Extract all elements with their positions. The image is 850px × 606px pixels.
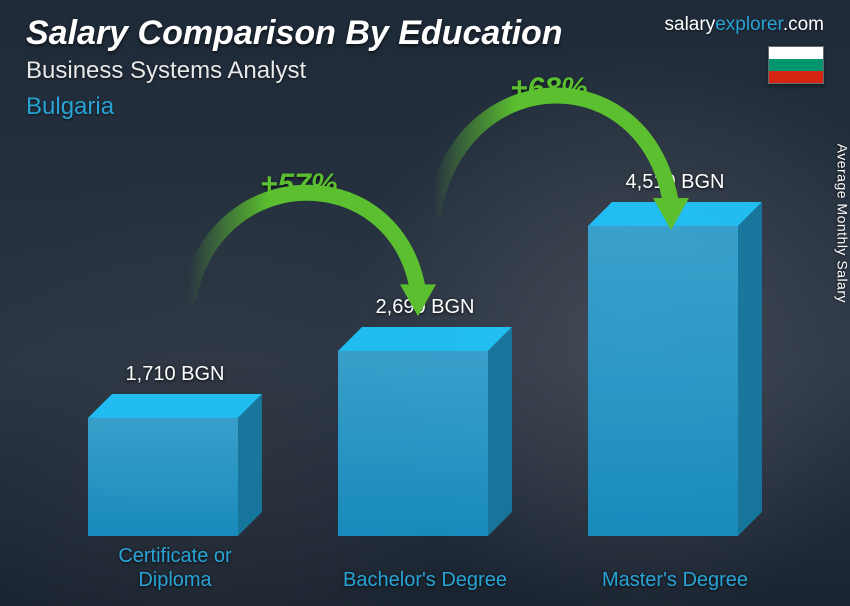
arc-icon — [166, 150, 446, 330]
bar-category-label: Bachelor's Degree — [338, 568, 512, 592]
header: Salary Comparison By Education Business … — [26, 14, 824, 121]
bar-side — [488, 327, 512, 536]
brand-logo: salaryexplorer.com — [665, 14, 824, 36]
flag-stripe-2 — [769, 71, 823, 83]
increase-arc — [166, 150, 446, 330]
bar-category-label: Certificate or Diploma — [88, 544, 262, 592]
flag-stripe-1 — [769, 59, 823, 71]
bar-side — [238, 394, 262, 536]
bar-category-label: Master's Degree — [588, 568, 762, 592]
bar-front — [88, 418, 238, 536]
bar-top — [88, 394, 262, 418]
brand-mid: explorer — [715, 14, 783, 35]
brand-block: salaryexplorer.com — [665, 14, 824, 84]
title-block: Salary Comparison By Education Business … — [26, 14, 563, 121]
flag-stripe-0 — [769, 47, 823, 59]
bar-top — [338, 327, 512, 351]
bar-side — [738, 202, 762, 536]
bar-front — [338, 351, 488, 536]
page-subtitle: Business Systems Analyst — [26, 57, 563, 85]
page-title: Salary Comparison By Education — [26, 14, 563, 53]
bar-value-label: 1,710 BGN — [88, 363, 262, 386]
country-name: Bulgaria — [26, 93, 563, 121]
brand-suffix: .com — [783, 14, 824, 35]
flag-icon — [768, 46, 824, 84]
bar-front — [588, 226, 738, 536]
brand-prefix: salary — [665, 14, 716, 35]
